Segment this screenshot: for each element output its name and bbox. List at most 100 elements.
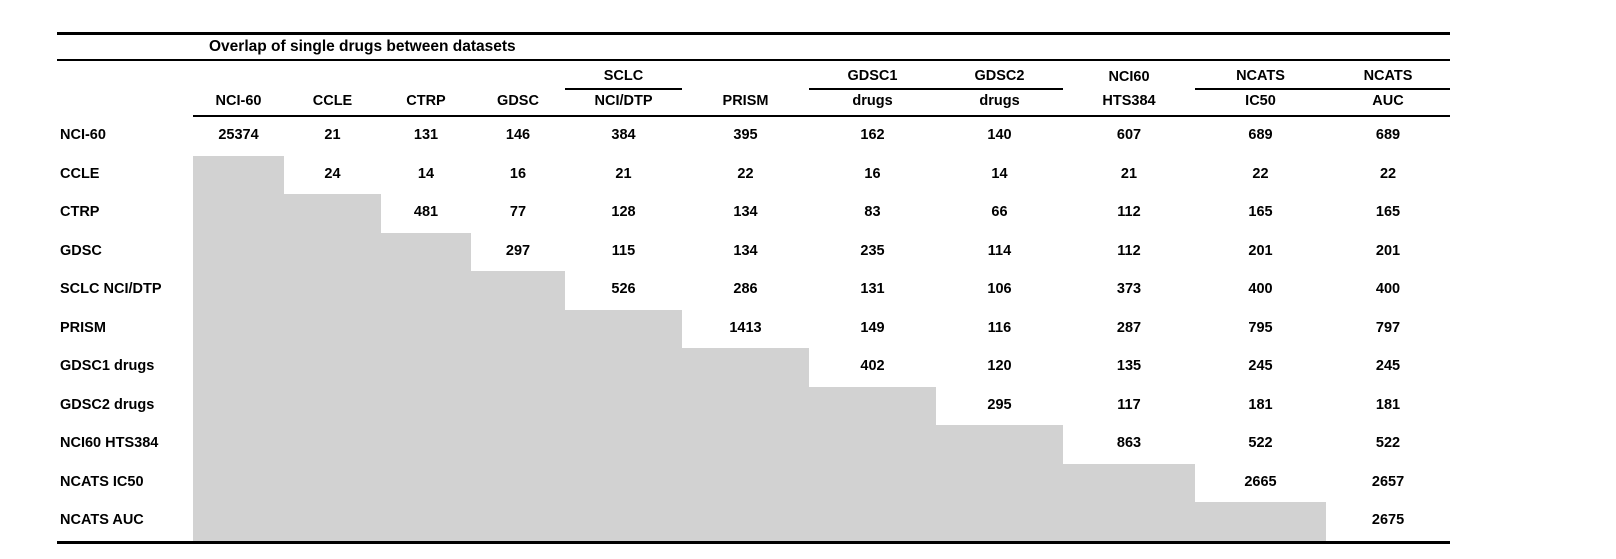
matrix-cell: 384 xyxy=(611,127,636,144)
matrix-cell: 481 xyxy=(413,204,439,221)
matrix-cell-shaded xyxy=(565,463,682,503)
matrix-cell: 135 xyxy=(1116,358,1142,375)
column-group-header: NCATS xyxy=(1195,60,1326,91)
matrix-cell-shaded xyxy=(809,386,936,426)
matrix-cell: 245 xyxy=(1248,358,1273,375)
header-corner xyxy=(57,89,193,116)
matrix-cell-shaded xyxy=(284,271,381,310)
matrix-cell: 115 xyxy=(611,242,636,259)
title-row: Overlap of single drugs between datasets xyxy=(57,32,1451,62)
table-row: GDSC1 drugs 402 120 135 245 245 xyxy=(57,348,1450,387)
matrix-cell-shaded xyxy=(471,386,565,426)
matrix-cell-shaded xyxy=(471,309,565,349)
matrix-cell: 522 xyxy=(1248,435,1273,452)
matrix-cell: 22 xyxy=(1252,165,1269,182)
matrix-cell-shaded xyxy=(565,309,682,349)
matrix-cell-shaded xyxy=(284,386,381,426)
matrix-cell-shaded xyxy=(193,463,284,503)
matrix-cell: 116 xyxy=(987,319,1012,336)
table-title: Overlap of single drugs between datasets xyxy=(57,32,1451,62)
matrix-cell: 689 xyxy=(1248,127,1273,144)
matrix-cell: 797 xyxy=(1375,319,1401,336)
matrix-cell: 245 xyxy=(1375,358,1401,375)
matrix-cell-shaded xyxy=(936,502,1063,544)
matrix-cell-shaded xyxy=(1063,502,1195,544)
row-label: GDSC1 drugs xyxy=(60,358,155,375)
matrix-cell-shaded xyxy=(193,271,284,310)
column-group-header: SCLC xyxy=(565,60,682,91)
matrix-cell: 201 xyxy=(1248,242,1273,259)
matrix-cell-shaded xyxy=(381,232,471,272)
matrix-cell: 297 xyxy=(505,242,531,259)
matrix-cell-shaded xyxy=(471,348,565,387)
matrix-cell-shaded xyxy=(565,386,682,426)
drug-overlap-table: Overlap of single drugs between datasets… xyxy=(57,32,1451,544)
matrix-cell: 128 xyxy=(611,204,636,221)
header-row-bottom: NCI-60 CCLE CTRP GDSC NCI/DTP PRISM drugs drugs… xyxy=(57,89,1451,118)
matrix-cell: 131 xyxy=(860,281,885,298)
matrix-cell: 2657 xyxy=(1371,473,1405,490)
matrix-cell-shaded xyxy=(565,502,682,544)
column-group-header: GDSC2 xyxy=(936,60,1063,91)
column-group-header xyxy=(284,60,381,89)
column-group-header xyxy=(682,60,809,89)
matrix-cell: 77 xyxy=(509,204,527,221)
matrix-cell: 235 xyxy=(860,242,885,259)
matrix-cell: 131 xyxy=(413,127,439,144)
matrix-cell: 522 xyxy=(1375,435,1401,452)
matrix-cell: 83 xyxy=(864,204,881,221)
column-header: CCLE xyxy=(284,89,381,118)
matrix-cell: 21 xyxy=(615,165,632,182)
column-group-header: NCI60 xyxy=(1108,69,1150,86)
matrix-cell: 146 xyxy=(505,127,531,144)
matrix-cell-shaded xyxy=(682,463,809,503)
table-row: CCLE 24 14 16 21 22 16 14 21 22 22 xyxy=(57,155,1450,195)
matrix-cell-shaded xyxy=(1063,463,1195,503)
row-label: NCI60 HTS384 xyxy=(60,435,159,452)
matrix-cell: 400 xyxy=(1375,281,1401,298)
matrix-cell-shaded xyxy=(284,463,381,503)
column-group-header: NCATS xyxy=(1326,60,1451,91)
matrix-cell: 400 xyxy=(1248,281,1273,298)
matrix-cell: 24 xyxy=(324,165,341,182)
matrix-cell: 14 xyxy=(991,165,1008,182)
matrix-cell-shaded xyxy=(682,425,809,464)
matrix-cell: 373 xyxy=(1116,281,1142,298)
matrix-cell: 607 xyxy=(1116,127,1142,144)
row-label: NCATS IC50 xyxy=(60,473,144,490)
matrix-cell: 117 xyxy=(1117,396,1141,413)
matrix-cell-shaded xyxy=(284,309,381,349)
matrix-cell-shaded xyxy=(193,502,284,544)
matrix-cell: 134 xyxy=(733,204,758,221)
matrix-cell: 395 xyxy=(733,127,758,144)
table-row: CTRP 481 77 128 134 83 66 112 165 165 xyxy=(57,194,1450,233)
column-group-header xyxy=(381,60,471,89)
matrix-cell: 165 xyxy=(1375,204,1401,221)
table-row: NCI-60 25374 21 131 146 384 395 162 140 607 689 689 xyxy=(57,116,1450,156)
header-corner xyxy=(57,60,193,89)
matrix-cell-shaded xyxy=(381,463,471,503)
matrix-cell: 795 xyxy=(1248,319,1273,336)
matrix-cell: 106 xyxy=(987,281,1012,298)
table-row: PRISM 1413 149 116 287 795 797 xyxy=(57,309,1450,349)
matrix-cell: 14 xyxy=(417,165,435,182)
matrix-cell-shaded xyxy=(381,425,471,464)
matrix-cell-shaded xyxy=(193,155,284,195)
matrix-cell-shaded xyxy=(809,425,936,464)
matrix-cell: 181 xyxy=(1248,396,1273,413)
matrix-cell: 863 xyxy=(1116,435,1142,452)
matrix-cell-shaded xyxy=(682,348,809,387)
matrix-cell: 16 xyxy=(864,165,881,182)
matrix-cell-shaded xyxy=(381,386,471,426)
matrix-cell-shaded xyxy=(936,463,1063,503)
matrix-cell: 114 xyxy=(987,242,1012,259)
matrix-cell-shaded xyxy=(471,463,565,503)
matrix-cell-shaded xyxy=(284,348,381,387)
row-label: NCI-60 xyxy=(60,126,106,143)
row-label: CTRP xyxy=(60,204,100,221)
table-row: GDSC2 drugs 295 117 181 181 xyxy=(57,386,1450,426)
table-row: NCI60 HTS384 863 522 522 xyxy=(57,425,1450,464)
row-label: SCLC NCI/DTP xyxy=(60,281,162,298)
table-row: SCLC NCI/DTP 526 286 131 106 373 400 400 xyxy=(57,271,1450,310)
